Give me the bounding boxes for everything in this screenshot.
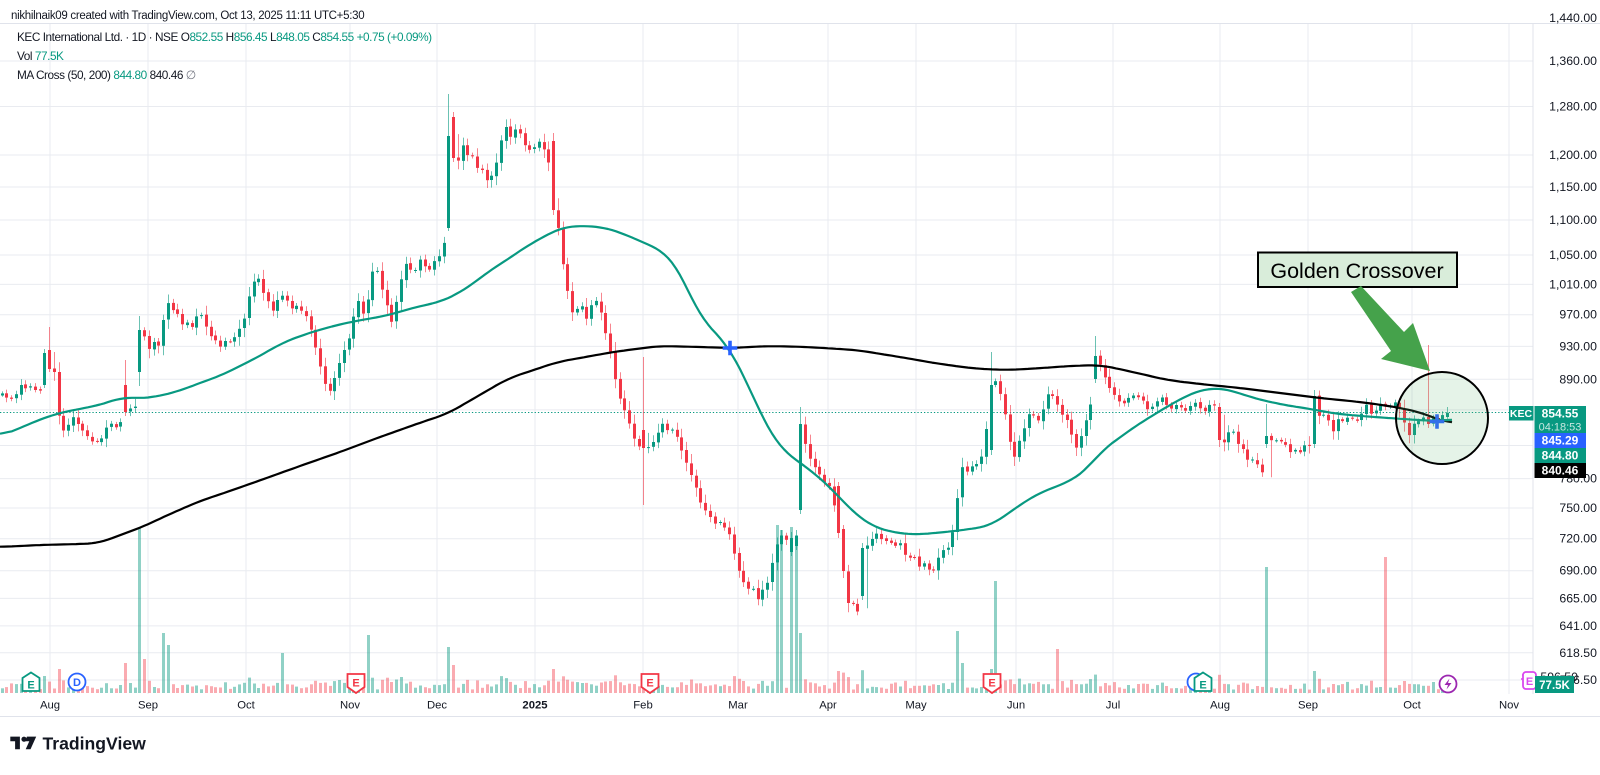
svg-text:1,440.00: 1,440.00 <box>1549 11 1597 25</box>
svg-text:D: D <box>73 677 81 689</box>
svg-text:Sep: Sep <box>138 700 158 712</box>
svg-text:E: E <box>988 678 995 690</box>
svg-text:E: E <box>1526 676 1533 688</box>
svg-text:840.46: 840.46 <box>1542 464 1579 478</box>
svg-text:1,360.00: 1,360.00 <box>1549 54 1597 68</box>
svg-text:2025: 2025 <box>522 700 547 712</box>
svg-text:77.5K: 77.5K <box>1539 680 1570 692</box>
svg-text:970.00: 970.00 <box>1559 308 1597 322</box>
svg-text:845.29: 845.29 <box>1542 434 1579 448</box>
svg-text:Feb: Feb <box>633 700 652 712</box>
svg-text:1,010.00: 1,010.00 <box>1549 277 1597 291</box>
svg-text:641.00: 641.00 <box>1559 619 1597 633</box>
svg-text:MA Cross (50, 200) 844.80 840.: MA Cross (50, 200) 844.80 840.46 ∅ <box>17 68 196 82</box>
svg-text:04:18:53: 04:18:53 <box>1539 422 1582 434</box>
svg-text:E: E <box>646 678 653 690</box>
svg-text:Jul: Jul <box>1106 700 1120 712</box>
svg-text:E: E <box>352 678 359 690</box>
svg-text:E: E <box>27 680 34 692</box>
svg-text:1,200.00: 1,200.00 <box>1549 148 1597 162</box>
svg-text:Vol 77.5K: Vol 77.5K <box>17 49 64 63</box>
svg-text:1,150.00: 1,150.00 <box>1549 180 1597 194</box>
svg-text:Jun: Jun <box>1007 700 1025 712</box>
svg-text:Oct: Oct <box>237 700 255 712</box>
svg-text:1,050.00: 1,050.00 <box>1549 248 1597 262</box>
svg-text:1,100.00: 1,100.00 <box>1549 213 1597 227</box>
svg-text:Oct: Oct <box>1403 700 1421 712</box>
svg-text:665.00: 665.00 <box>1559 591 1597 605</box>
svg-text:KEC International Ltd. · 1D ·: KEC International Ltd. · 1D · NSE O852.5… <box>17 30 432 44</box>
svg-text:Golden Crossover: Golden Crossover <box>1270 259 1443 283</box>
svg-text:nikhilnaik09 created with Trad: nikhilnaik09 created with TradingView.co… <box>11 10 364 22</box>
svg-text:854.55: 854.55 <box>1542 407 1579 421</box>
svg-text:720.00: 720.00 <box>1559 532 1597 546</box>
svg-text:Nov: Nov <box>1499 700 1519 712</box>
svg-text:690.00: 690.00 <box>1559 564 1597 578</box>
svg-text:930.00: 930.00 <box>1559 339 1597 353</box>
svg-text:844.80: 844.80 <box>1542 449 1579 463</box>
svg-text:1,280.00: 1,280.00 <box>1549 100 1597 114</box>
svg-text:E: E <box>1199 680 1206 692</box>
svg-text:Nov: Nov <box>340 700 360 712</box>
svg-text:Aug: Aug <box>40 700 60 712</box>
svg-text:Dec: Dec <box>427 700 447 712</box>
svg-text:Mar: Mar <box>728 700 748 712</box>
svg-text:750.00: 750.00 <box>1559 501 1597 515</box>
svg-text:TradingView: TradingView <box>43 734 147 754</box>
svg-text:May: May <box>905 700 927 712</box>
svg-text:618.50: 618.50 <box>1559 646 1597 660</box>
svg-text:KEC: KEC <box>1510 408 1533 420</box>
svg-text:890.00: 890.00 <box>1559 372 1597 386</box>
svg-text:Apr: Apr <box>819 700 837 712</box>
svg-text:Sep: Sep <box>1298 700 1318 712</box>
svg-text:Aug: Aug <box>1210 700 1230 712</box>
